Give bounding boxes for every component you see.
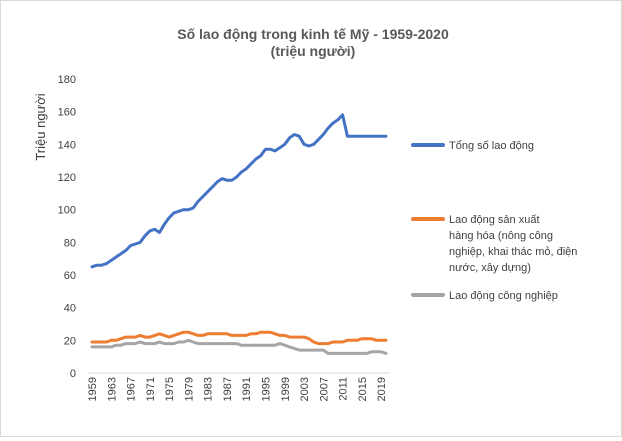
- x-axis-ticks: 1959 1963 1967 1971 1975 1979 1983 1987 1991 1995…: [87, 377, 388, 401]
- y-tick-label: 40: [64, 303, 76, 315]
- y-tick-label: 80: [64, 237, 76, 249]
- legend-label-line: hàng hóa (nông công: [449, 230, 553, 242]
- legend-label-line: nước, xây dựng): [449, 262, 531, 274]
- series-lines: [90, 113, 388, 355]
- legend: Tổng số lao động Lao động sản xuất hàng hó…: [411, 140, 577, 302]
- legend-label-3: Lao động công nghiệp: [449, 290, 558, 302]
- x-tick-label: 1971: [145, 377, 157, 401]
- series-line-1: [90, 113, 388, 269]
- x-tick-label: 1987: [222, 377, 234, 401]
- x-tick-label: 1963: [106, 377, 118, 401]
- legend-label-2: Lao động sản xuất hàng hóa (nông công nghi…: [449, 214, 577, 274]
- legend-label-line: Tổng số lao động: [449, 140, 534, 152]
- x-tick-label: 2007: [318, 377, 330, 401]
- x-tick-label: 1983: [203, 377, 215, 401]
- y-tick-label: 180: [58, 74, 76, 86]
- legend-label-line: Lao động công nghiệp: [449, 290, 558, 302]
- legend-label-line: nghiệp, khai thác mỏ, điện: [449, 246, 577, 258]
- x-tick-label: 1967: [126, 377, 138, 401]
- x-tick-label: 1959: [87, 377, 99, 401]
- y-tick-label: 160: [58, 107, 76, 119]
- y-axis-ticks: 0 20 40 60 80 100 120 140 160 180: [58, 74, 76, 380]
- chart-subtitle: (triệu người): [271, 43, 356, 59]
- x-tick-label: 1975: [164, 377, 176, 401]
- y-tick-label: 140: [58, 139, 76, 151]
- x-tick-label: 2003: [299, 377, 311, 401]
- x-tick-label: 2019: [376, 377, 388, 401]
- y-axis-label: Triệu người: [33, 93, 48, 160]
- series-line-2: [90, 330, 388, 346]
- x-tick-label: 2011: [338, 377, 350, 401]
- y-tick-label: 120: [58, 172, 76, 184]
- y-tick-label: 0: [70, 368, 76, 380]
- y-tick-label: 100: [58, 205, 76, 217]
- x-tick-label: 2015: [357, 377, 369, 401]
- x-tick-label: 1991: [241, 377, 253, 401]
- y-tick-label: 60: [64, 270, 76, 282]
- x-tick-label: 1979: [183, 377, 195, 401]
- y-tick-label: 20: [64, 335, 76, 347]
- chart-title: Số lao động trong kinh tế Mỹ - 1959-2020: [177, 26, 449, 42]
- series-line-3: [90, 338, 388, 355]
- x-tick-label: 1995: [261, 377, 273, 401]
- legend-label-1: Tổng số lao động: [449, 140, 534, 152]
- x-tick-label: 1999: [280, 377, 292, 401]
- legend-label-line: Lao động sản xuất: [449, 214, 540, 226]
